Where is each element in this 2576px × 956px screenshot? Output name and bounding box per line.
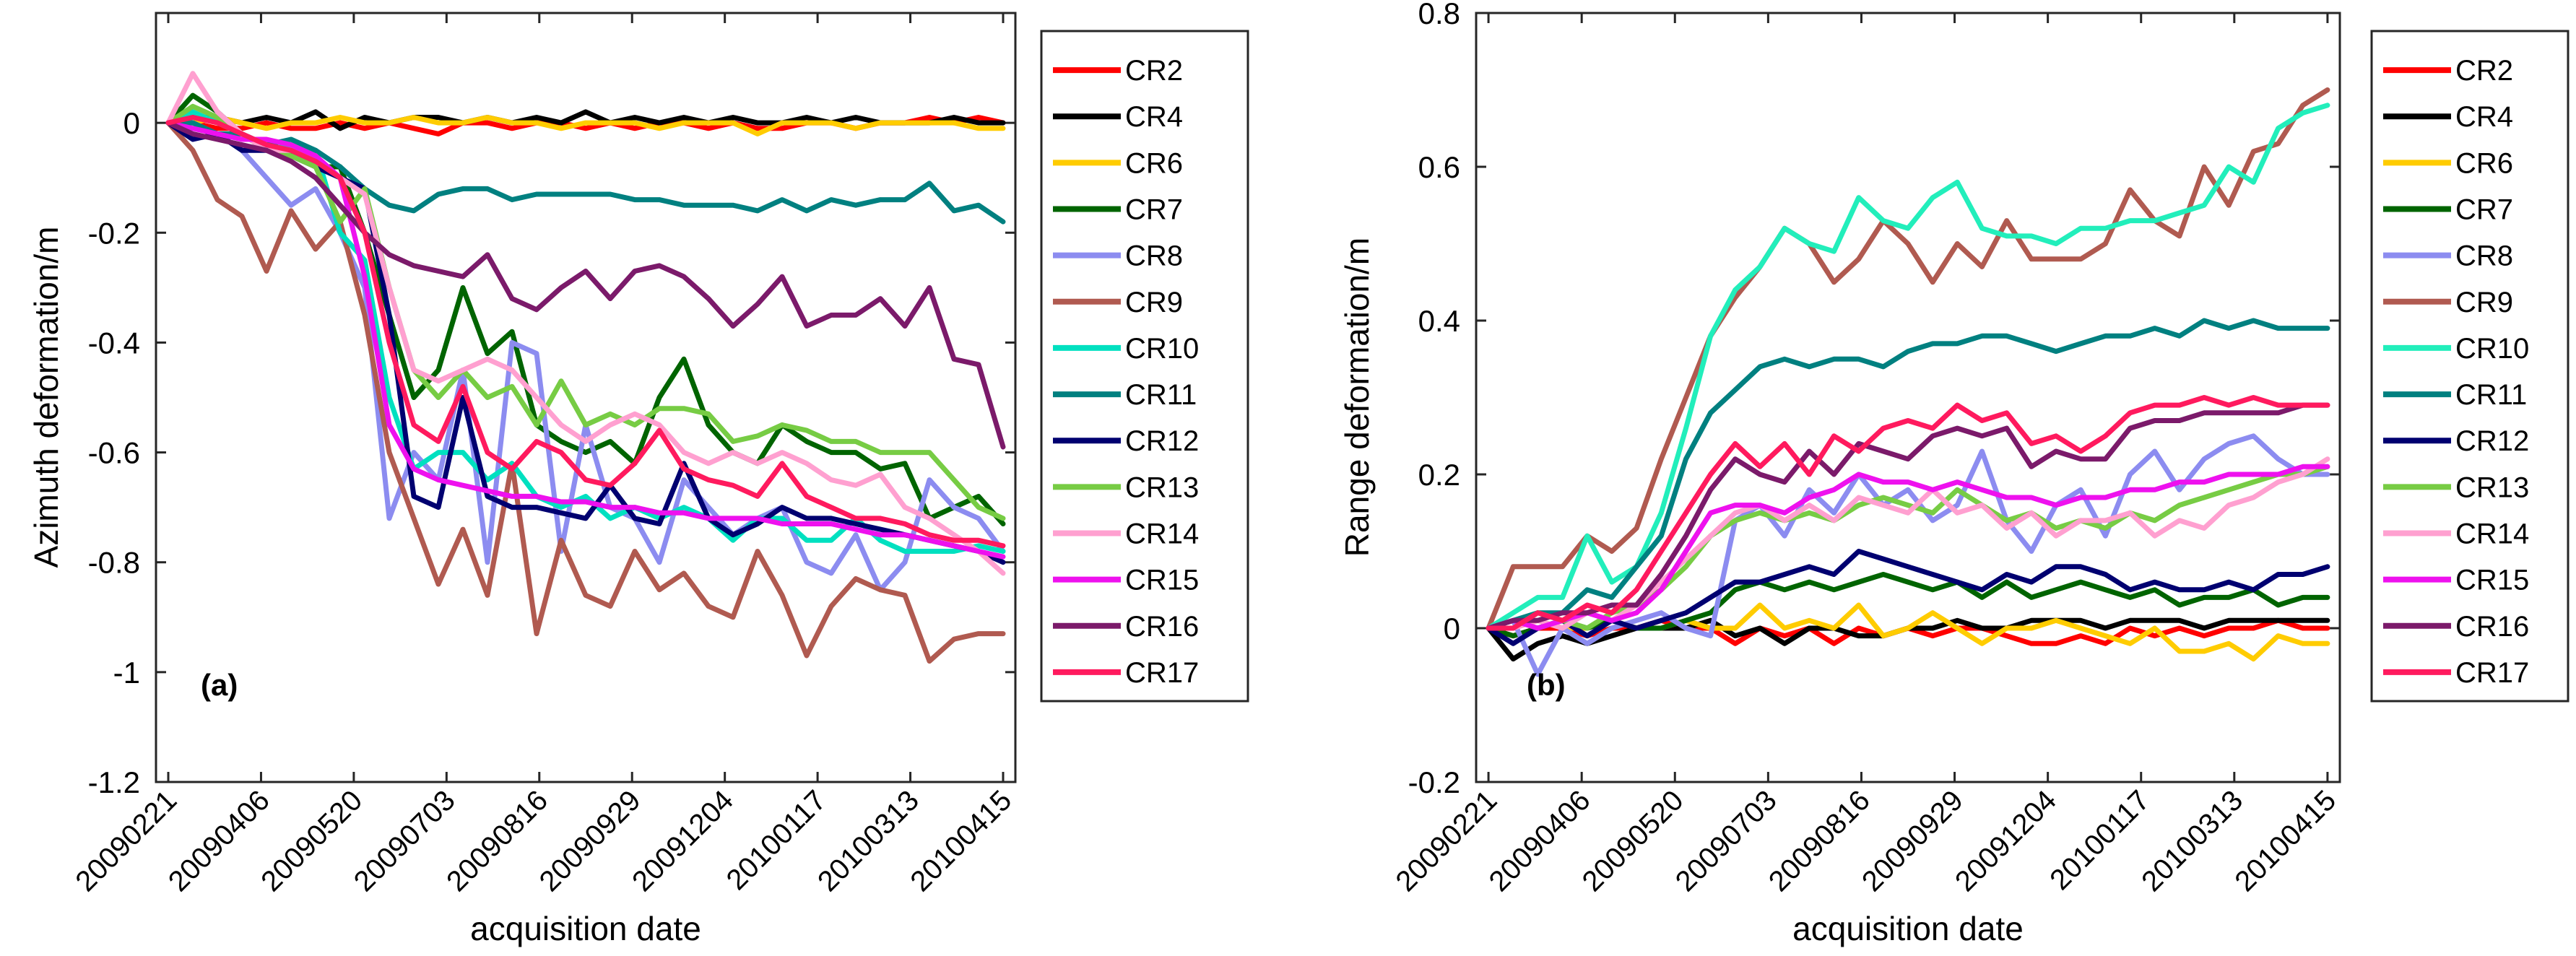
x-tick-label: 20090520 (255, 784, 368, 898)
legend-label-cr12: CR12 (1125, 425, 1199, 457)
x-tick-label: 20090221 (1389, 784, 1503, 898)
panel-label-b: (b) (1527, 668, 1566, 702)
series-line-cr14 (1486, 456, 2330, 631)
x-axis-label-b: acquisition date (1792, 910, 2024, 947)
legend-label-cr9: CR9 (2455, 287, 2513, 318)
x-tick-label: 20090221 (69, 784, 183, 898)
y-axis-ticks-b: -0.2 0 0.2 0.4 0.6 0.8 (1408, 0, 2340, 799)
series-line-cr4 (165, 109, 1006, 131)
x-tick-label: 20100415 (904, 784, 1018, 898)
x-tick-label: 20100313 (812, 784, 925, 898)
y-tick-label: -0.4 (88, 326, 140, 360)
series-line-cr17 (1486, 395, 2330, 631)
x-tick-label: 20090406 (162, 784, 276, 898)
series-line-cr15 (165, 120, 1006, 560)
legend-label-cr8: CR8 (1125, 240, 1183, 272)
x-tick-label: 20100313 (2135, 784, 2249, 898)
y-tick-label: -0.2 (1408, 765, 1460, 799)
legend-label-cr11: CR11 (1125, 379, 1197, 411)
legend-label-cr10: CR10 (1125, 333, 1199, 365)
legend-label-cr10: CR10 (2455, 333, 2529, 365)
x-tick-label: 20090520 (1577, 784, 1690, 898)
y-axis-label-a: Azimuth deformation/m (27, 227, 65, 568)
series-line-cr10 (1486, 103, 2330, 631)
series-line-cr16 (165, 120, 1006, 450)
legend-label-cr9: CR9 (1125, 287, 1183, 318)
legend-b: CR2 CR4 CR6 CR7 CR8 CR9 CR10 CR11 CR12 CR13 CR14 CR… (2370, 30, 2570, 703)
series-line-cr11 (165, 120, 1006, 225)
series-line-cr15 (1486, 464, 2330, 631)
legend-label-cr16: CR16 (1125, 611, 1199, 643)
series-line-cr13 (165, 103, 1006, 521)
x-tick-label: 20090703 (348, 784, 461, 898)
legend-label-cr13: CR13 (1125, 472, 1199, 503)
x-tick-label: 20090816 (441, 784, 554, 898)
legend-items-a: CR2 CR4 CR6 CR7 CR8 CR9 CR10 CR11 CR12 CR13 CR14 CR… (1053, 55, 1199, 689)
y-axis-label-b: Range deformation/m (1338, 238, 1376, 557)
series-lines-b (1486, 87, 2330, 677)
series-lines-a (165, 71, 1006, 664)
legend-label-cr6: CR6 (2455, 147, 2513, 179)
y-tick-label: -1.2 (88, 765, 140, 799)
legend-label-cr11: CR11 (2455, 379, 2527, 411)
panel-label-a: (a) (201, 668, 238, 702)
legend-label-cr14: CR14 (2455, 518, 2529, 550)
legend-items-b: CR2 CR4 CR6 CR7 CR8 CR9 CR10 CR11 CR12 CR13 CR14 CR… (2383, 55, 2529, 689)
legend-box-b (2370, 30, 2570, 703)
x-tick-label: 20090929 (534, 784, 647, 898)
legend-label-cr13: CR13 (2455, 472, 2529, 503)
y-axis-ticks-a: -1.2 -1 -0.8 -0.6 -0.4 -0.2 0 (88, 106, 1015, 799)
legend-label-cr2: CR2 (1125, 55, 1183, 87)
series-line-cr9 (165, 120, 1006, 664)
series-line-cr11 (1486, 318, 2330, 631)
x-tick-label: 20091204 (626, 784, 740, 898)
legend-label-cr7: CR7 (1125, 194, 1183, 226)
y-tick-label: -0.8 (88, 546, 140, 580)
x-tick-label: 20090703 (1670, 784, 1783, 898)
legend-label-cr8: CR8 (2455, 240, 2513, 272)
x-axis-label-a: acquisition date (470, 910, 701, 947)
y-tick-label: -1 (113, 656, 140, 690)
y-tick-label: 0.4 (1418, 304, 1460, 338)
legend-label-cr15: CR15 (1125, 565, 1199, 596)
legend-label-cr7: CR7 (2455, 194, 2513, 226)
x-tick-label: 20090816 (1763, 784, 1876, 898)
y-tick-label: -0.2 (88, 216, 140, 250)
legend-label-cr14: CR14 (1125, 518, 1199, 550)
series-line-cr16 (1486, 402, 2330, 631)
x-tick-label: 20091204 (1949, 784, 2063, 898)
legend-label-cr4: CR4 (1125, 101, 1183, 133)
range-chart-panel: -0.2 0 0.2 0.4 0.6 0.8 2009022120090406200905… (1338, 0, 2570, 947)
legend-box-a (1040, 30, 1249, 703)
legend-a: CR2 CR4 CR6 CR7 CR8 CR9 CR10 CR11 CR12 CR13 CR14 CR… (1040, 30, 1249, 703)
legend-label-cr4: CR4 (2455, 101, 2513, 133)
azimuth-chart-panel: -1.2 -1 -0.8 -0.6 -0.4 -0.2 0 2009022120090406… (27, 12, 1249, 947)
legend-label-cr15: CR15 (2455, 565, 2529, 596)
y-tick-label: 0 (123, 106, 140, 140)
legend-label-cr2: CR2 (2455, 55, 2513, 87)
legend-label-cr17: CR17 (2455, 657, 2529, 689)
x-tick-label: 20090406 (1483, 784, 1597, 898)
y-tick-label: 0 (1444, 612, 1460, 646)
series-line-cr12 (1486, 549, 2330, 646)
x-tick-label: 20090929 (1856, 784, 1969, 898)
series-line-cr17 (165, 115, 1006, 549)
series-line-cr6 (165, 115, 1006, 136)
legend-label-cr6: CR6 (1125, 147, 1183, 179)
legend-label-cr17: CR17 (1125, 657, 1199, 689)
x-tick-label: 20100415 (2229, 784, 2342, 898)
legend-label-cr16: CR16 (2455, 611, 2529, 643)
y-tick-label: 0.2 (1418, 458, 1460, 492)
y-tick-label: 0.8 (1418, 0, 1460, 30)
y-tick-label: 0.6 (1418, 150, 1460, 184)
y-tick-label: -0.6 (88, 436, 140, 470)
legend-label-cr12: CR12 (2455, 425, 2529, 457)
